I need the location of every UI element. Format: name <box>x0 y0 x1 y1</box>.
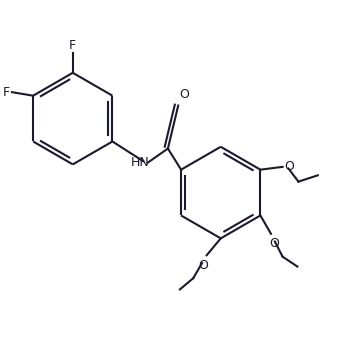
Text: HN: HN <box>131 156 150 169</box>
Text: F: F <box>69 39 76 52</box>
Text: O: O <box>269 237 279 250</box>
Text: O: O <box>179 88 189 101</box>
Text: O: O <box>198 259 208 272</box>
Text: F: F <box>3 86 10 99</box>
Text: O: O <box>284 161 294 173</box>
